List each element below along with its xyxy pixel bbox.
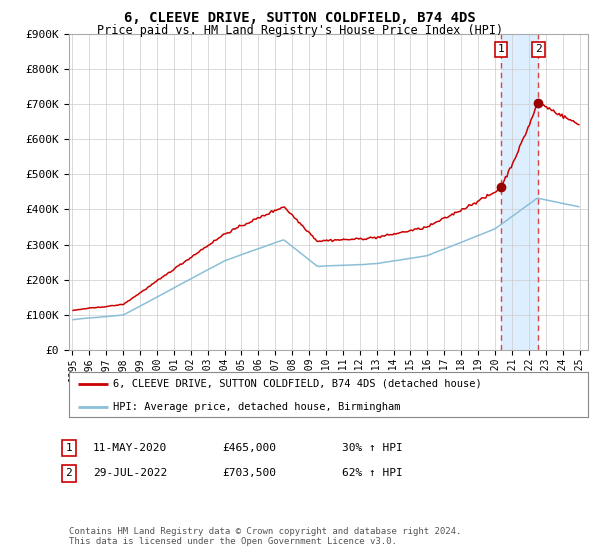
Bar: [501, 34, 538, 350]
Text: 11-MAY-2020: 11-MAY-2020: [93, 443, 167, 453]
Text: 62% ↑ HPI: 62% ↑ HPI: [342, 468, 403, 478]
Text: 2: 2: [535, 44, 542, 54]
Text: £703,500: £703,500: [222, 468, 276, 478]
Text: 1: 1: [65, 443, 73, 453]
Text: 30% ↑ HPI: 30% ↑ HPI: [342, 443, 403, 453]
Text: 1: 1: [498, 44, 505, 54]
Text: Price paid vs. HM Land Registry's House Price Index (HPI): Price paid vs. HM Land Registry's House …: [97, 24, 503, 36]
Text: 6, CLEEVE DRIVE, SUTTON COLDFIELD, B74 4DS: 6, CLEEVE DRIVE, SUTTON COLDFIELD, B74 4…: [124, 11, 476, 25]
Text: 6, CLEEVE DRIVE, SUTTON COLDFIELD, B74 4DS (detached house): 6, CLEEVE DRIVE, SUTTON COLDFIELD, B74 4…: [113, 379, 482, 389]
Text: 29-JUL-2022: 29-JUL-2022: [93, 468, 167, 478]
Text: HPI: Average price, detached house, Birmingham: HPI: Average price, detached house, Birm…: [113, 402, 401, 412]
Text: 2: 2: [65, 468, 73, 478]
Text: Contains HM Land Registry data © Crown copyright and database right 2024.
This d: Contains HM Land Registry data © Crown c…: [69, 526, 461, 546]
Text: £465,000: £465,000: [222, 443, 276, 453]
